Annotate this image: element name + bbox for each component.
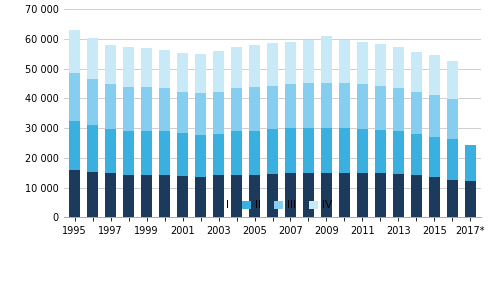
Bar — [393, 47, 404, 88]
Bar — [339, 83, 350, 128]
Bar — [429, 177, 440, 217]
Bar — [249, 45, 260, 87]
Bar — [177, 133, 188, 176]
Bar — [393, 88, 404, 131]
Bar — [195, 93, 206, 135]
Bar — [105, 84, 116, 129]
Bar — [249, 87, 260, 130]
Bar — [213, 134, 224, 175]
Bar — [429, 55, 440, 95]
Bar — [213, 92, 224, 134]
Bar — [357, 84, 368, 129]
Bar — [321, 173, 332, 217]
Bar — [105, 173, 116, 217]
Legend: I, II, III, IV: I, II, III, IV — [209, 196, 336, 214]
Bar — [465, 145, 476, 181]
Bar — [123, 175, 134, 217]
Bar — [267, 174, 278, 217]
Bar — [141, 131, 152, 175]
Bar — [123, 131, 134, 175]
Bar — [285, 84, 296, 128]
Bar — [159, 50, 170, 88]
Bar — [69, 30, 80, 73]
Bar — [141, 48, 152, 87]
Bar — [159, 131, 170, 175]
Bar — [195, 177, 206, 217]
Bar — [303, 127, 314, 173]
Bar — [411, 134, 422, 175]
Bar — [375, 130, 386, 173]
Bar — [375, 86, 386, 130]
Bar — [375, 173, 386, 217]
Bar — [177, 92, 188, 133]
Bar — [393, 131, 404, 174]
Bar — [447, 140, 458, 180]
Bar — [465, 181, 476, 217]
Bar — [321, 128, 332, 173]
Bar — [285, 173, 296, 217]
Bar — [411, 52, 422, 92]
Bar — [123, 47, 134, 87]
Bar — [285, 128, 296, 173]
Bar — [231, 88, 242, 131]
Bar — [249, 130, 260, 175]
Bar — [123, 87, 134, 131]
Bar — [267, 129, 278, 174]
Bar — [87, 79, 98, 125]
Bar — [285, 42, 296, 84]
Bar — [267, 85, 278, 129]
Bar — [267, 43, 278, 85]
Bar — [141, 87, 152, 131]
Bar — [231, 47, 242, 88]
Bar — [213, 175, 224, 217]
Bar — [411, 92, 422, 134]
Bar — [213, 51, 224, 92]
Bar — [393, 174, 404, 217]
Bar — [141, 175, 152, 217]
Bar — [321, 82, 332, 128]
Bar — [105, 45, 116, 84]
Bar — [321, 37, 332, 82]
Bar — [159, 175, 170, 217]
Bar — [231, 175, 242, 217]
Bar — [177, 176, 188, 217]
Bar — [87, 172, 98, 217]
Bar — [339, 128, 350, 173]
Bar — [249, 175, 260, 217]
Bar — [303, 40, 314, 83]
Bar — [339, 40, 350, 83]
Bar — [177, 53, 188, 92]
Bar — [69, 169, 80, 217]
Bar — [429, 95, 440, 137]
Bar — [195, 135, 206, 177]
Bar — [429, 137, 440, 177]
Bar — [447, 99, 458, 140]
Bar — [447, 61, 458, 99]
Bar — [69, 73, 80, 121]
Bar — [105, 129, 116, 173]
Bar — [357, 173, 368, 217]
Bar — [375, 43, 386, 86]
Bar — [69, 121, 80, 169]
Bar — [411, 175, 422, 217]
Bar — [303, 83, 314, 127]
Bar — [303, 173, 314, 217]
Bar — [357, 41, 368, 84]
Bar — [87, 38, 98, 79]
Bar — [87, 125, 98, 172]
Bar — [447, 180, 458, 217]
Bar — [339, 173, 350, 217]
Bar — [159, 88, 170, 131]
Bar — [357, 129, 368, 173]
Bar — [231, 131, 242, 175]
Bar — [195, 54, 206, 93]
